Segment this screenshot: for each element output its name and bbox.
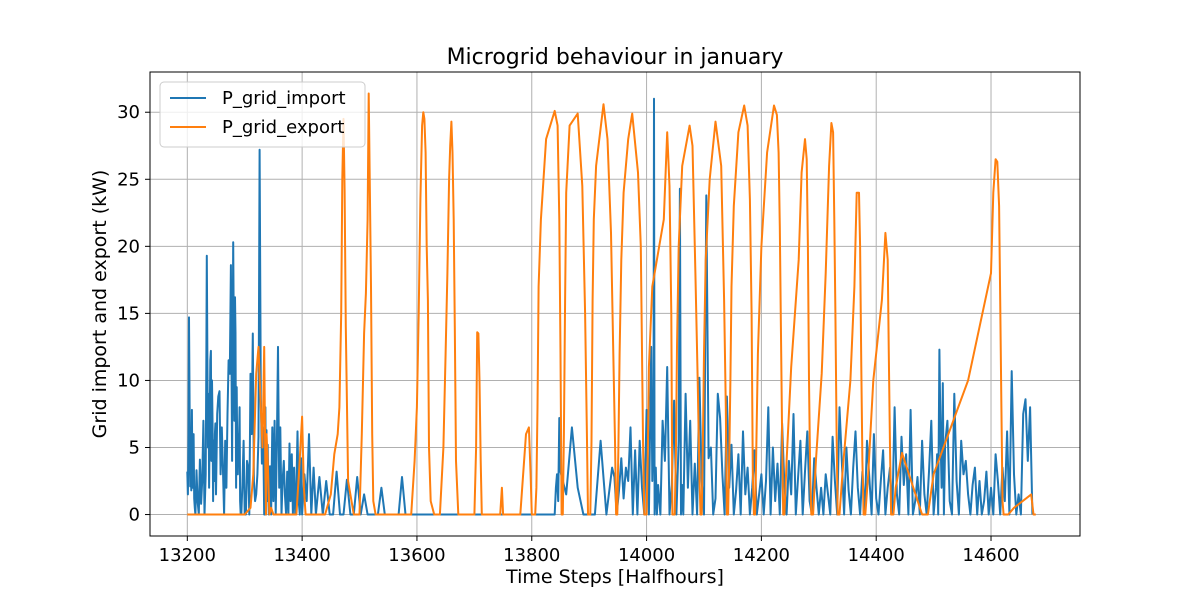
legend: P_grid_import P_grid_export [159,81,366,148]
legend-label-export: P_grid_export [222,117,344,138]
x-tick-label: 13600 [388,545,445,566]
x-tick-label: 13400 [273,545,330,566]
y-tick-label: 25 [117,169,140,190]
x-axis-label: Time Steps [Halfhours] [505,566,724,588]
plot-frame [149,71,1081,537]
x-tick-label: 14400 [848,545,905,566]
x-tick-label: 14200 [733,545,790,566]
y-tick-label: 0 [129,505,140,526]
y-axis-label: Grid import and export (kW) [89,170,111,439]
x-tick-label: 13800 [503,545,560,566]
y-tick-label: 30 [117,102,140,123]
series-layer [186,92,1036,516]
x-tick-label: 14600 [962,545,1019,566]
axis-ticks: 13200 13400 13600 13800 14000 14200 14400 14600… [117,102,1020,566]
series-line-p-grid-import [186,97,1034,516]
y-tick-label: 15 [117,303,140,324]
y-tick-label: 20 [117,236,140,257]
legend-box [159,81,366,148]
series-line-p-grid-export [187,92,1036,516]
x-tick-label: 14000 [618,545,675,566]
y-tick-label: 5 [129,437,140,458]
x-tick-label: 13200 [159,545,216,566]
legend-label-import: P_grid_import [222,88,346,109]
chart-title: Microgrid behaviour in january [447,45,784,70]
y-tick-label: 10 [117,370,140,391]
grid-lines [150,72,1080,536]
